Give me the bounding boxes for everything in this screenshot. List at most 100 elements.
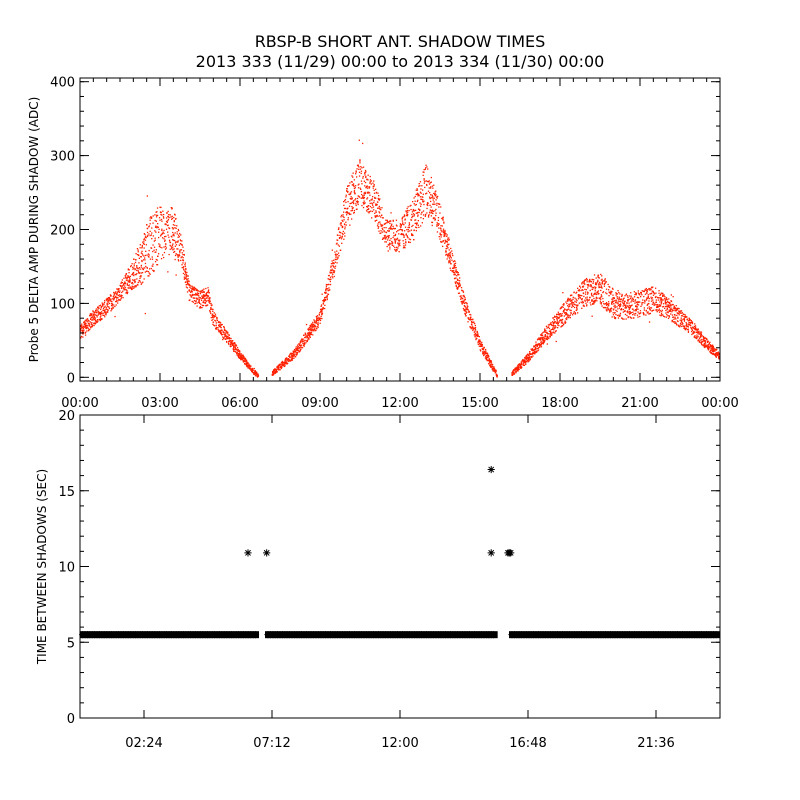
amplitude-point [153, 246, 156, 248]
amplitude-point [210, 302, 212, 305]
amplitude-point [571, 302, 573, 304]
amplitude-point [385, 238, 387, 240]
amplitude-point [253, 373, 255, 375]
amplitude-point [183, 250, 185, 252]
amplitude-point [159, 206, 161, 208]
amplitude-point [147, 253, 150, 255]
amplitude-point [360, 170, 363, 172]
amplitude-point [223, 337, 225, 340]
amplitude-point [191, 300, 193, 303]
amplitude-point [219, 325, 221, 328]
amplitude-point [401, 233, 403, 235]
amplitude-point [208, 299, 210, 302]
amplitude-point [528, 358, 530, 360]
amplitude-point [304, 343, 306, 345]
amplitude-point [165, 243, 167, 245]
amplitude-point [159, 246, 162, 248]
amplitude-point [488, 358, 491, 360]
amplitude-point [81, 329, 83, 331]
amplitude-point [362, 197, 365, 200]
amplitude-point [703, 344, 705, 346]
amplitude-point [93, 322, 96, 324]
amplitude-point [466, 307, 468, 309]
amplitude-point [98, 307, 100, 309]
amplitude-point [154, 219, 156, 222]
amplitude-point [597, 284, 600, 286]
amplitude-point [611, 298, 613, 300]
amplitude-point [173, 220, 175, 222]
amplitude-point [279, 363, 281, 365]
amplitude-point [585, 297, 587, 299]
amplitude-point [150, 267, 152, 270]
amplitude-point [118, 299, 120, 301]
amplitude-point [157, 255, 159, 257]
amplitude-point [295, 353, 297, 355]
amplitude-point [412, 224, 414, 227]
amplitude-point [595, 298, 597, 300]
amplitude-point [210, 308, 212, 310]
amplitude-point [448, 237, 450, 239]
amplitude-point [195, 300, 198, 302]
amplitude-point [446, 247, 448, 250]
amplitude-point [583, 280, 585, 282]
amplitude-point [668, 298, 670, 300]
amplitude-point [601, 275, 603, 277]
amplitude-point [615, 299, 617, 301]
amplitude-point [152, 263, 154, 265]
amplitude-point [185, 286, 188, 288]
amplitude-point [517, 367, 520, 369]
amplitude-point [652, 290, 654, 293]
amplitude-point [214, 325, 216, 327]
amplitude-point [435, 196, 438, 198]
amplitude-point [388, 243, 390, 246]
amplitude-point [333, 270, 336, 272]
amplitude-point [381, 207, 383, 209]
amplitude-point [299, 340, 302, 342]
amplitude-point [686, 323, 688, 325]
amplitude-point [455, 285, 457, 287]
amplitude-point [408, 238, 410, 240]
amplitude-point [432, 217, 435, 219]
amplitude-point [99, 312, 101, 315]
amplitude-point [610, 291, 612, 294]
amplitude-point [470, 314, 472, 316]
amplitude-point [326, 288, 328, 290]
amplitude-point [351, 218, 353, 220]
amplitude-point [466, 303, 468, 305]
amplitude-point [381, 238, 384, 240]
amplitude-point [109, 298, 111, 301]
amplitude-point [422, 171, 424, 173]
amplitude-point [619, 314, 621, 316]
amplitude-point [442, 218, 444, 220]
amplitude-point [548, 326, 550, 328]
amplitude-point [459, 280, 461, 282]
amplitude-point [387, 230, 389, 232]
amplitude-point [161, 220, 163, 222]
amplitude-point [167, 224, 169, 226]
amplitude-point [420, 213, 422, 215]
amplitude-point [573, 302, 575, 304]
amplitude-point [200, 307, 202, 309]
amplitude-point [476, 337, 478, 340]
amplitude-point [577, 289, 579, 292]
amplitude-point [331, 268, 333, 270]
amplitude-point [612, 288, 614, 290]
amplitude-point [195, 293, 198, 295]
amplitude-point [598, 277, 600, 279]
amplitude-point [202, 295, 204, 297]
amplitude-point [340, 249, 342, 251]
amplitude-point [634, 300, 636, 302]
amplitude-point [594, 286, 596, 288]
amplitude-point [338, 245, 340, 247]
amplitude-point [366, 178, 368, 180]
amplitude-point [335, 256, 337, 258]
amplitude-point [129, 286, 131, 289]
amplitude-point [657, 309, 659, 311]
amplitude-point [566, 309, 568, 312]
amplitude-point [710, 347, 712, 350]
amplitude-point [560, 326, 562, 328]
amplitude-point [347, 185, 349, 187]
amplitude-point [224, 334, 226, 336]
amplitude-point [666, 307, 668, 310]
